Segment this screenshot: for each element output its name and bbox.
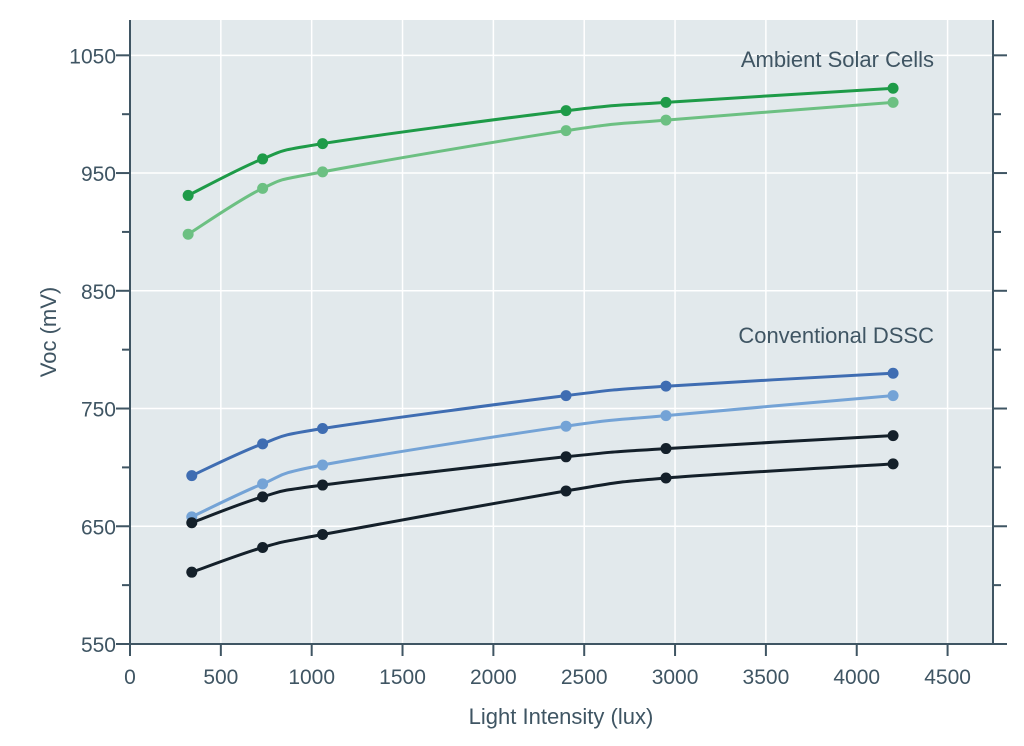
series-5-point-6 <box>887 430 899 442</box>
series-5-point-3 <box>317 479 329 491</box>
annotation-conventional-dssc: Conventional DSSC <box>738 323 934 348</box>
series-2-point-3 <box>317 166 329 178</box>
series-2-point-4 <box>560 125 572 137</box>
series-6-point-6 <box>887 458 899 470</box>
series-5-point-1 <box>186 517 198 529</box>
series-2-point-5 <box>660 114 672 126</box>
series-1-point-2 <box>257 153 269 165</box>
series-6-point-1 <box>186 566 198 578</box>
series-3-point-1 <box>186 470 198 482</box>
series-1-point-1 <box>182 189 194 201</box>
series-group <box>182 82 899 578</box>
series-4-point-4 <box>560 420 572 432</box>
series-3-point-6 <box>887 367 899 379</box>
series-3-point-4 <box>560 390 572 402</box>
y-axis-label: Voc (mV) <box>36 287 61 377</box>
x-tick-label-1000: 1000 <box>288 666 335 689</box>
x-tick-label-2000: 2000 <box>470 666 517 689</box>
axes-frame <box>116 20 1007 656</box>
y-tick-label-550: 550 <box>81 634 116 657</box>
series-2-point-6 <box>887 96 899 108</box>
series-5-point-4 <box>560 451 572 463</box>
series-6-point-4 <box>560 485 572 497</box>
grid <box>130 20 993 644</box>
x-tick-label-1500: 1500 <box>379 666 426 689</box>
x-tick-label-0: 0 <box>124 666 136 689</box>
series-6-point-2 <box>257 541 269 553</box>
series-4-point-3 <box>317 459 329 471</box>
series-2-point-1 <box>182 228 194 240</box>
tick-labels: 550 650 750 850 950 1050 0 500 1000 1500 2000 2500 3… <box>69 45 971 689</box>
series-3-point-2 <box>257 438 269 450</box>
y-tick-label-750: 750 <box>81 399 116 422</box>
series-1-point-5 <box>660 96 672 108</box>
series-5-point-2 <box>257 491 269 503</box>
x-tick-label-4000: 4000 <box>833 666 880 689</box>
x-tick-label-2500: 2500 <box>561 666 608 689</box>
x-axis-label: Light Intensity (lux) <box>469 704 654 729</box>
x-tick-label-3500: 3500 <box>743 666 790 689</box>
series-4-point-5 <box>660 410 672 422</box>
series-4-point-2 <box>257 478 269 490</box>
y-tick-label-850: 850 <box>81 281 116 304</box>
annotation-ambient-solar-cells: Ambient Solar Cells <box>741 47 934 72</box>
series-3-point-3 <box>317 423 329 435</box>
series-1-point-6 <box>887 82 899 94</box>
series-6-point-5 <box>660 472 672 484</box>
series-2-point-2 <box>257 182 269 194</box>
series-6-point-3 <box>317 529 329 541</box>
y-tick-label-1050: 1050 <box>69 45 116 68</box>
plot-area <box>130 20 993 644</box>
series-4-point-6 <box>887 390 899 402</box>
series-1-point-4 <box>560 105 572 117</box>
x-tick-label-4500: 4500 <box>924 666 971 689</box>
series-1-point-3 <box>317 138 329 150</box>
y-tick-label-950: 950 <box>81 163 116 186</box>
y-tick-label-650: 650 <box>81 516 116 539</box>
series-5-point-5 <box>660 443 672 455</box>
x-tick-label-500: 500 <box>203 666 238 689</box>
series-3-point-5 <box>660 380 672 392</box>
x-tick-label-3000: 3000 <box>652 666 699 689</box>
